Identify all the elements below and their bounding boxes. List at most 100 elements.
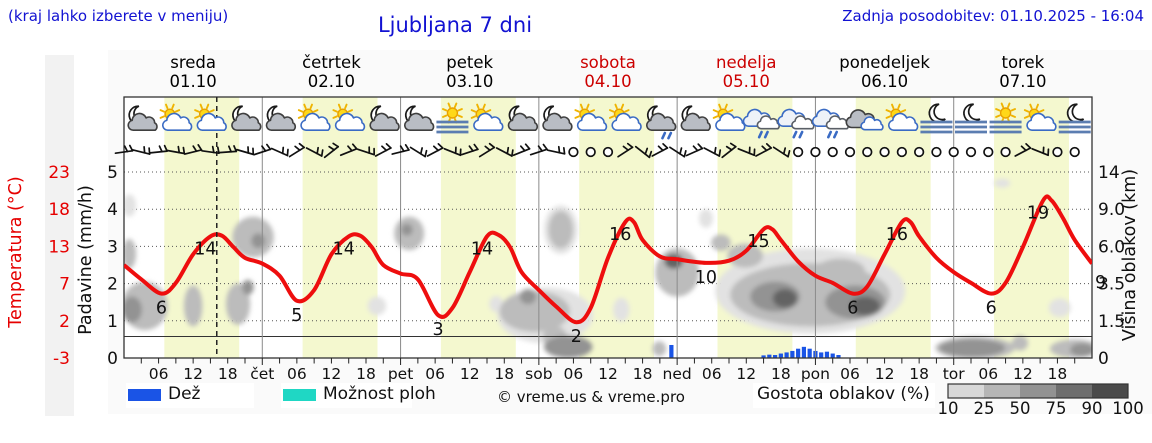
cloud-blob bbox=[124, 238, 137, 269]
cloud-blob bbox=[124, 194, 137, 217]
cloud-height-axis-label: Višina oblakov (km) bbox=[1120, 168, 1140, 342]
wind-calm-icon bbox=[896, 146, 908, 158]
x-tick-label: 12 bbox=[598, 365, 618, 383]
day-date: 03.10 bbox=[446, 72, 494, 91]
cloud-blob bbox=[401, 223, 413, 236]
weather-icon-sun-cloud bbox=[470, 103, 504, 131]
weather-icon-moon-cloud bbox=[231, 105, 262, 131]
x-tick-label: 18 bbox=[771, 365, 791, 383]
wind-calm-icon bbox=[931, 146, 942, 158]
wind-calm-icon bbox=[879, 146, 890, 158]
height-tick-label: 14 bbox=[1098, 163, 1120, 183]
cloud-blob bbox=[772, 289, 797, 308]
temp-value-label: 19 bbox=[1027, 204, 1049, 224]
temp-value-label: 9 bbox=[1095, 273, 1106, 293]
day-date: 01.10 bbox=[169, 72, 217, 91]
wind-calm-icon bbox=[844, 146, 856, 158]
x-tick-label: 18 bbox=[1048, 365, 1068, 383]
x-day-label: ned bbox=[663, 365, 692, 383]
wind-barb-icon bbox=[495, 146, 514, 157]
cloud-blob bbox=[242, 279, 254, 295]
cloud-density-step bbox=[948, 384, 984, 398]
rain-bar bbox=[778, 353, 783, 358]
wind-barb-icon bbox=[685, 143, 704, 157]
day-date: 07.10 bbox=[999, 72, 1047, 91]
precip-tick-label: 3 bbox=[107, 237, 118, 257]
cloud-blob bbox=[251, 233, 266, 249]
weather-icon-moon-cloud-drizzle bbox=[646, 105, 677, 140]
day-header-petek: petek 03.10 bbox=[401, 53, 539, 91]
cloud-blob bbox=[1070, 343, 1092, 357]
weather-icon-moon-cloud bbox=[404, 105, 435, 131]
wind-calm-icon bbox=[862, 146, 873, 158]
x-tick-label: 06 bbox=[978, 365, 998, 383]
gridlines bbox=[124, 171, 1092, 322]
temp-value-label: 2 bbox=[571, 327, 582, 347]
copyright-link[interactable]: © vreme.us & vreme.pro bbox=[497, 388, 685, 406]
x-tick-label: 12 bbox=[1013, 365, 1033, 383]
temperature-axis-label: Temperatura (°C) bbox=[6, 176, 26, 328]
last-update-label: Zadnja posodobitev: 01.10.2025 - 16:04 bbox=[842, 7, 1144, 25]
wind-barb-icon bbox=[634, 145, 653, 159]
x-day-label: čet bbox=[250, 365, 274, 383]
cloud-blob bbox=[225, 283, 251, 325]
x-day-label: sob bbox=[525, 365, 552, 383]
weather-icon-sun-cloud bbox=[297, 103, 331, 131]
weather-icon-moon-cloud bbox=[127, 105, 158, 131]
wind-barb-icon bbox=[512, 143, 531, 157]
x-day-label: tor bbox=[943, 365, 966, 383]
cloud-blob bbox=[850, 296, 880, 316]
wind-calm-icon bbox=[602, 146, 614, 158]
wind-calm-icon bbox=[792, 146, 804, 158]
cloud-layer bbox=[124, 178, 1092, 358]
weather-icon-moon-fog bbox=[955, 103, 987, 134]
wind-barb-icon bbox=[323, 142, 340, 159]
wind-barb-icon bbox=[443, 146, 462, 157]
rain-bar bbox=[784, 352, 789, 358]
temp-value-label: 15 bbox=[747, 232, 769, 252]
day-name: sobota bbox=[580, 53, 636, 72]
weather-icons-row bbox=[127, 102, 1091, 140]
plot-frame bbox=[123, 96, 1093, 365]
day-date: 04.10 bbox=[584, 72, 632, 91]
page-title: Ljubljana 7 dni bbox=[377, 13, 533, 37]
temp-value-label: 3 bbox=[432, 320, 443, 340]
day-name: ponedeljek bbox=[839, 53, 930, 72]
wind-calm-icon bbox=[965, 146, 977, 158]
temp-tick-label: -3 bbox=[53, 349, 70, 369]
rain-bar bbox=[790, 350, 795, 358]
wind-calm-icon bbox=[1069, 146, 1080, 158]
weather-icon-moon-cloud bbox=[507, 105, 539, 131]
cloud-blob bbox=[939, 339, 1005, 357]
x-tick-label: 18 bbox=[633, 365, 653, 383]
cloud-height-ticks: 0 1.5 3.5 6.0 9.0 14 bbox=[1098, 163, 1125, 369]
day-name: petek bbox=[446, 53, 494, 72]
x-tick-label: 06 bbox=[840, 365, 860, 383]
precip-tick-label: 2 bbox=[107, 275, 118, 295]
weather-icon-sun-cloud bbox=[885, 103, 919, 131]
temperature-curve bbox=[124, 194, 1092, 325]
daylight-band bbox=[164, 97, 240, 358]
x-tick-label: 06 bbox=[425, 365, 445, 383]
precipitation-axis-label: Padavine (mm/h) bbox=[76, 185, 96, 335]
wind-barb-icon bbox=[737, 146, 756, 157]
cloud-blob bbox=[815, 258, 865, 283]
height-tick-label: 1.5 bbox=[1098, 312, 1125, 332]
x-tick-label: 06 bbox=[149, 365, 169, 383]
day-name: nedelja bbox=[716, 53, 777, 72]
temp-value-label: 14 bbox=[194, 239, 216, 259]
day-date: 06.10 bbox=[860, 72, 909, 91]
cloud-blob bbox=[519, 289, 536, 305]
wind-row bbox=[114, 142, 1080, 159]
temperature-ticks: -3 2 7 13 18 23 bbox=[48, 163, 70, 369]
x-tick-label: 06 bbox=[564, 365, 584, 383]
temp-value-label: 6 bbox=[986, 299, 997, 319]
temperature-labels: 6 14 5 14 3 14 2 16 10 15 6 16 6 19 9 bbox=[156, 204, 1106, 348]
temp-value-label: 6 bbox=[847, 299, 858, 319]
cloud-density-step bbox=[1056, 384, 1092, 398]
x-tick-label: 18 bbox=[494, 365, 514, 383]
wind-barb-icon bbox=[409, 146, 428, 158]
cloud-blob bbox=[711, 234, 731, 251]
rain-bar bbox=[819, 352, 824, 358]
wind-barb-icon bbox=[339, 143, 358, 157]
